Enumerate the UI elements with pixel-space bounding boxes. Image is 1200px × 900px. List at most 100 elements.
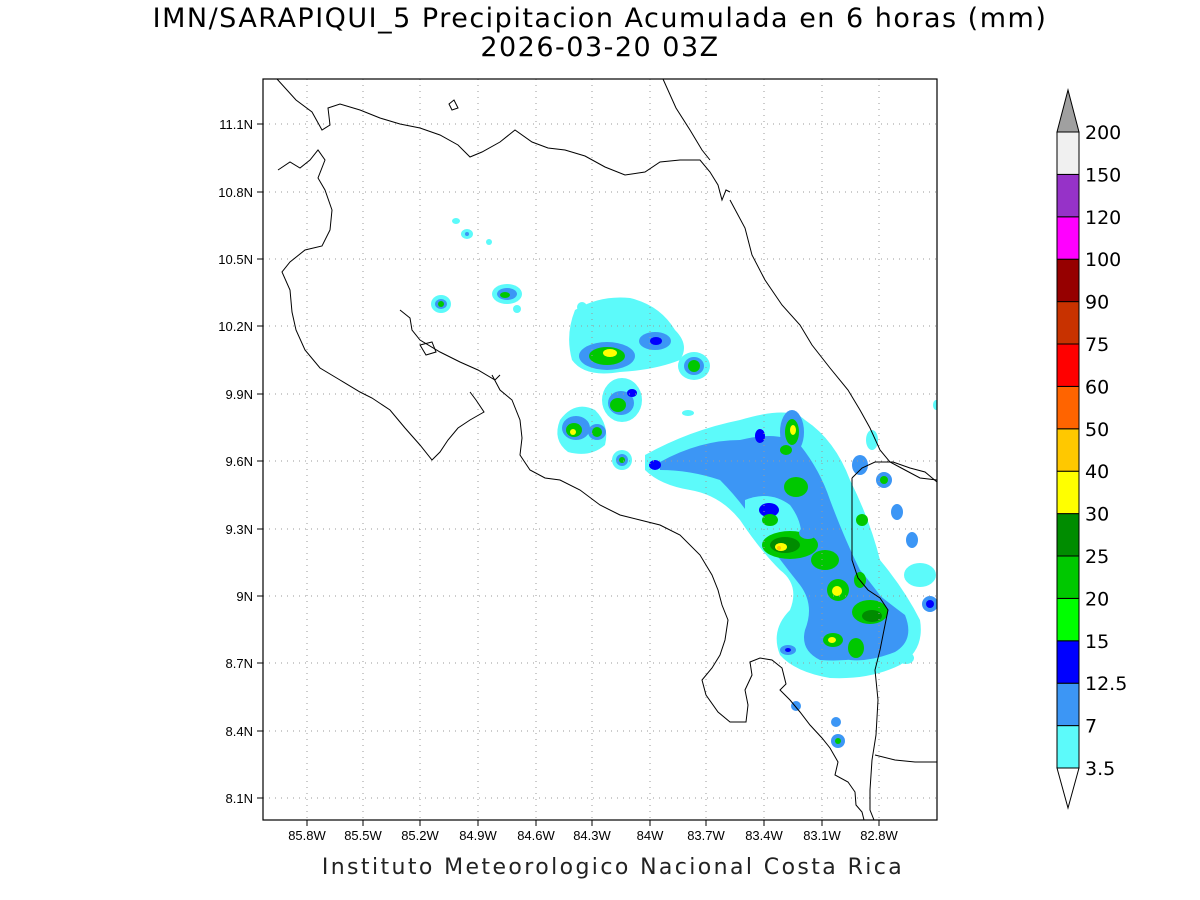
precip-cell <box>828 637 836 643</box>
precip-cell <box>777 546 781 550</box>
precip-cell <box>688 360 700 372</box>
precip-cell <box>933 400 937 410</box>
precip-cell <box>852 455 868 475</box>
precip-cell <box>906 532 918 548</box>
precip-cell <box>592 427 602 437</box>
colorbar-swatch <box>1056 258 1080 303</box>
precip-cell <box>577 302 587 312</box>
colorbar: 3.5 7 12.5 15 20 25 30 40 50 60 75 90 100 120 150 200 <box>1056 88 1127 810</box>
lat-tick-label: 10.5N <box>218 252 253 267</box>
precip-cell <box>610 398 626 412</box>
precip-cell <box>649 460 661 470</box>
precip-cell <box>452 218 460 224</box>
colorbar-level-label: 100 <box>1085 249 1121 271</box>
colorbar-high-arrow <box>1056 88 1080 133</box>
lat-tick-label: 9N <box>236 589 253 604</box>
precip-cell <box>775 543 787 551</box>
precip-cell <box>891 504 903 520</box>
colorbar-swatch <box>1056 131 1080 175</box>
colorbar-swatch <box>1056 597 1080 642</box>
precip-cell <box>603 349 617 357</box>
precip-cell <box>811 550 839 570</box>
lon-tick-label: 83.4W <box>745 828 783 843</box>
lat-tick-label: 8.7N <box>226 656 253 671</box>
lon-tick-label: 84W <box>637 828 664 843</box>
map-frame <box>262 78 938 821</box>
precip-cell <box>831 717 841 727</box>
precip-cell <box>790 425 796 435</box>
lat-tick-label: 8.1N <box>226 791 253 806</box>
colorbar-level-label: 40 <box>1085 461 1109 483</box>
lon-tick-label: 84.3W <box>573 828 611 843</box>
lat-tick-label: 8.4N <box>226 724 253 739</box>
colorbar-level-label: 25 <box>1085 546 1109 568</box>
colorbar-swatch <box>1056 216 1080 260</box>
colorbar-level-label: 50 <box>1085 419 1109 441</box>
precip-cell <box>780 445 792 455</box>
precip-cell <box>856 514 868 526</box>
precip-cell <box>799 527 817 539</box>
colorbar-low-arrow <box>1056 767 1080 810</box>
colorbar-level-label: 30 <box>1085 504 1109 526</box>
precip-cell <box>500 292 510 298</box>
precip-cell <box>784 477 808 497</box>
precip-cell <box>486 239 492 245</box>
lat-tick-label: 9.9N <box>226 387 253 402</box>
precip-cell <box>682 410 694 416</box>
lat-tick-label: 9.3N <box>226 522 253 537</box>
lat-tick-label: 9.6N <box>226 454 253 469</box>
colorbar-swatch <box>1056 640 1080 684</box>
lat-tick-label: 10.8N <box>218 185 253 200</box>
coastline <box>276 79 937 820</box>
precip-cell <box>650 337 662 345</box>
colorbar-level-label: 90 <box>1085 292 1109 314</box>
precip-cell <box>785 648 791 652</box>
colorbar-swatch <box>1056 682 1080 727</box>
precip-cell <box>759 503 779 517</box>
colorbar-swatch <box>1056 555 1080 599</box>
colorbar-swatch <box>1056 513 1080 557</box>
precipitation-field <box>431 218 937 748</box>
precip-cell <box>513 305 521 313</box>
lon-tick-label: 82.8W <box>860 828 898 843</box>
precip-cell <box>904 563 936 587</box>
colorbar-level-label: 3.5 <box>1085 758 1115 780</box>
lat-tick-label: 11.1N <box>219 117 253 132</box>
map-plot-area <box>263 79 937 820</box>
precip-cell <box>627 389 637 397</box>
map-title: IMN/SARAPIQUI_5 Precipitacion Acumulada … <box>152 3 1048 34</box>
precip-cell <box>755 429 765 443</box>
lon-tick-label: 85.5W <box>344 828 382 843</box>
colorbar-swatch <box>1056 470 1080 515</box>
precip-cell <box>762 514 778 526</box>
colorbar-level-label: 7 <box>1085 716 1097 738</box>
precip-cell <box>680 457 700 467</box>
precip-cell <box>619 457 625 463</box>
colorbar-level-label: 20 <box>1085 588 1109 610</box>
precip-cell <box>848 638 864 658</box>
lon-tick-label: 85.8W <box>288 828 326 843</box>
precip-cell <box>866 430 878 450</box>
precip-cell <box>862 610 882 622</box>
colorbar-swatch <box>1056 428 1080 472</box>
precip-cell <box>438 301 444 307</box>
precip-cell <box>926 600 934 608</box>
lon-tick-label: 85.2W <box>401 828 439 843</box>
colorbar-swatch <box>1056 725 1080 769</box>
colorbar-level-label: 200 <box>1085 122 1121 144</box>
colorbar-level-label: 120 <box>1085 207 1121 229</box>
precip-cell <box>880 476 888 484</box>
precip-cell <box>835 738 841 744</box>
lon-tick-label: 83.7W <box>687 828 725 843</box>
colorbar-swatch <box>1056 301 1080 345</box>
latitude-axis: 11.1N 10.8N 10.5N 10.2N 9.9N 9.6N 9.3N 9N 8.7N 8.… <box>218 117 263 806</box>
map-datetime: 2026-03-20 03Z <box>480 32 720 63</box>
footer-credit: Instituto Meteorologico Nacional Costa R… <box>321 855 905 880</box>
precip-cell <box>832 586 842 596</box>
lon-tick-label: 84.6W <box>517 828 555 843</box>
precip-cell <box>465 232 469 236</box>
colorbar-level-label: 75 <box>1085 334 1109 356</box>
colorbar-swatch <box>1056 173 1080 218</box>
lon-tick-label: 83.1W <box>803 828 841 843</box>
